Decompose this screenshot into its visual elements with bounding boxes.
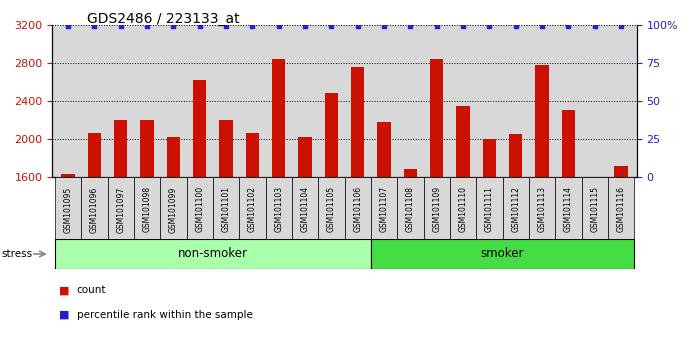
Bar (345, 177, 371, 239)
Bar (562, 110, 575, 177)
Bar (371, 239, 634, 269)
Bar (167, 137, 180, 177)
Text: smoker: smoker (481, 247, 524, 261)
Bar (582, 177, 608, 239)
Point (431, 23, 442, 29)
Bar (246, 133, 259, 177)
Text: GSM101111: GSM101111 (485, 186, 494, 232)
Bar (371, 177, 397, 239)
Text: GSM101098: GSM101098 (143, 186, 152, 233)
Point (194, 23, 205, 29)
Point (589, 23, 600, 29)
Bar (535, 65, 548, 177)
Point (352, 23, 363, 29)
Bar (55, 239, 371, 269)
Bar (588, 177, 601, 178)
Point (299, 23, 310, 29)
Bar (457, 105, 470, 177)
Bar (424, 177, 450, 239)
Bar (114, 120, 127, 177)
Point (168, 23, 179, 29)
Text: GSM101104: GSM101104 (301, 186, 310, 233)
Bar (483, 139, 496, 177)
Bar (81, 177, 107, 239)
Point (457, 23, 468, 29)
Bar (292, 177, 318, 239)
Point (141, 23, 152, 29)
Bar (55, 177, 81, 239)
Text: ■: ■ (59, 285, 70, 295)
Point (484, 23, 495, 29)
Text: GSM101101: GSM101101 (221, 186, 230, 232)
Bar (239, 177, 265, 239)
Text: ■: ■ (59, 310, 70, 320)
Bar (61, 174, 74, 177)
Text: GSM101110: GSM101110 (459, 186, 468, 232)
Bar (107, 177, 134, 239)
Bar (450, 177, 476, 239)
Bar (529, 177, 555, 239)
Point (247, 23, 258, 29)
Text: GSM101109: GSM101109 (432, 186, 441, 233)
Bar (187, 177, 213, 239)
Bar (476, 177, 503, 239)
Point (563, 23, 574, 29)
Text: GSM101112: GSM101112 (511, 186, 520, 232)
Point (405, 23, 416, 29)
Text: GDS2486 / 223133_at: GDS2486 / 223133_at (87, 12, 239, 27)
Text: GSM101113: GSM101113 (537, 186, 546, 232)
Point (510, 23, 521, 29)
Point (221, 23, 232, 29)
Text: GSM101100: GSM101100 (195, 186, 204, 233)
Bar (88, 133, 101, 177)
Text: GSM101115: GSM101115 (590, 186, 599, 232)
Bar (351, 67, 364, 177)
Point (89, 23, 100, 29)
Text: GSM101106: GSM101106 (353, 186, 362, 233)
Bar (377, 122, 390, 177)
Bar (397, 177, 424, 239)
Text: GSM101116: GSM101116 (617, 186, 626, 232)
Bar (608, 177, 634, 239)
Text: non-smoker: non-smoker (178, 247, 248, 261)
Bar (265, 177, 292, 239)
Point (63, 23, 74, 29)
Point (273, 23, 284, 29)
Bar (272, 59, 285, 177)
Text: GSM101103: GSM101103 (274, 186, 283, 233)
Bar (555, 177, 582, 239)
Bar (325, 93, 338, 177)
Point (537, 23, 548, 29)
Text: GSM101114: GSM101114 (564, 186, 573, 232)
Text: GSM101096: GSM101096 (90, 186, 99, 233)
Text: GSM101105: GSM101105 (327, 186, 336, 233)
Text: percentile rank within the sample: percentile rank within the sample (77, 310, 253, 320)
Bar (615, 166, 628, 177)
Point (115, 23, 126, 29)
Bar (503, 177, 529, 239)
Text: GSM101102: GSM101102 (248, 186, 257, 232)
Point (379, 23, 390, 29)
Bar (404, 170, 417, 177)
Bar (134, 177, 160, 239)
Bar (318, 177, 345, 239)
Bar (141, 120, 154, 177)
Bar (299, 137, 312, 177)
Text: GSM101108: GSM101108 (406, 186, 415, 232)
Text: GSM101097: GSM101097 (116, 186, 125, 233)
Point (326, 23, 337, 29)
Text: GSM101107: GSM101107 (379, 186, 388, 233)
Text: GSM101095: GSM101095 (63, 186, 72, 233)
Bar (160, 177, 187, 239)
Text: stress: stress (1, 249, 33, 259)
Bar (213, 177, 239, 239)
Bar (219, 120, 232, 177)
Point (615, 23, 626, 29)
Bar (193, 80, 206, 177)
Bar (430, 59, 443, 177)
Text: count: count (77, 285, 106, 295)
Bar (509, 134, 522, 177)
Text: GSM101099: GSM101099 (169, 186, 178, 233)
